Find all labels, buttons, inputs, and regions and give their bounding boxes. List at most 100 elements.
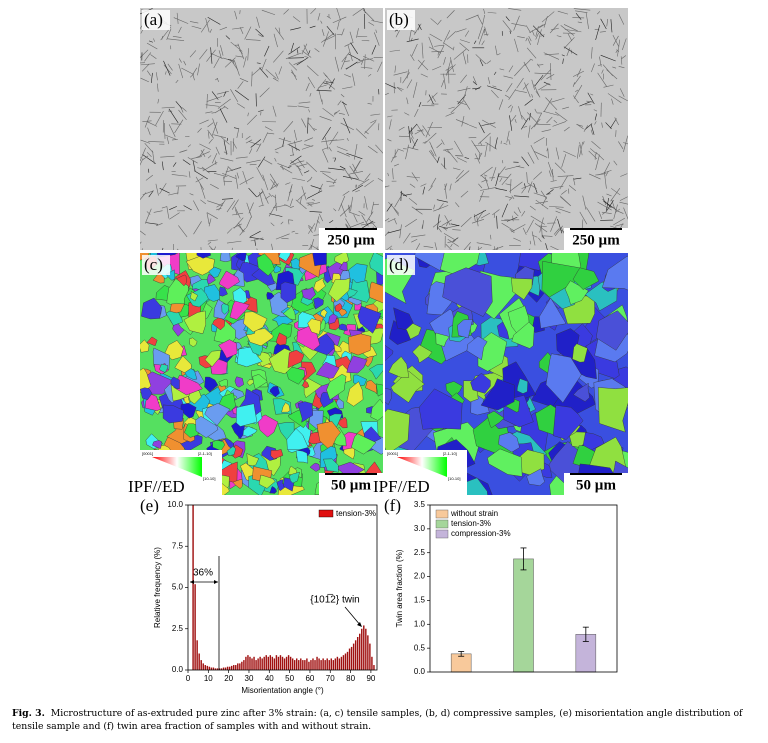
- grain-boundary: [552, 121, 567, 127]
- grain-boundary: [280, 221, 284, 225]
- grain-boundary: [226, 228, 233, 234]
- grain-boundary: [471, 140, 481, 155]
- grain-boundary: [402, 193, 412, 197]
- grain-boundary: [424, 132, 437, 145]
- grain-boundary: [562, 106, 570, 110]
- ipf-triangle: [397, 457, 447, 477]
- grain: [269, 486, 277, 494]
- grain: [470, 372, 491, 394]
- grain-boundary: [537, 29, 542, 46]
- histogram-bar: [283, 658, 286, 670]
- grain-boundary: [553, 228, 560, 235]
- grain-boundary: [511, 195, 515, 200]
- histogram-bar: [348, 648, 351, 670]
- grain-boundary: [244, 26, 252, 40]
- histogram-bar: [277, 656, 280, 670]
- grain-boundary: [367, 103, 372, 105]
- grain-boundary: [291, 230, 295, 233]
- grain: [226, 446, 236, 456]
- grain: [195, 415, 219, 439]
- grain-boundary: [340, 56, 347, 70]
- grain: [189, 337, 198, 348]
- grain-boundary: [479, 190, 484, 202]
- grain-boundary: [463, 242, 471, 250]
- grain-boundary: [443, 233, 457, 241]
- histogram-bar: [220, 668, 223, 670]
- grain-boundary: [408, 129, 414, 139]
- grain-boundary: [484, 176, 490, 190]
- grain-boundary: [357, 60, 363, 64]
- y-tick-label: 1.0: [414, 619, 426, 628]
- grain-boundary: [394, 218, 397, 225]
- grain-boundary: [433, 204, 435, 210]
- grain-boundary: [521, 210, 526, 217]
- grain-boundary: [541, 197, 547, 206]
- grain-boundary: [259, 192, 263, 205]
- grain-boundary: [224, 57, 236, 68]
- grain-boundary: [509, 30, 512, 34]
- x-tick-label: 70: [326, 674, 335, 683]
- grain-boundary: [437, 226, 442, 233]
- grain-boundary: [308, 223, 316, 234]
- grain-boundary: [477, 25, 483, 40]
- scale-bar-bg: [564, 473, 628, 495]
- grain: [418, 388, 463, 430]
- grain-boundary: [178, 26, 182, 34]
- grain-boundary: [530, 215, 545, 225]
- grain-boundary: [307, 122, 316, 132]
- grain-boundary: [603, 200, 617, 211]
- grain-boundary: [537, 63, 540, 68]
- grain-boundary: [340, 203, 347, 218]
- legend-label: tension-3%: [451, 519, 491, 528]
- grain-boundary: [212, 153, 218, 164]
- histogram-bar: [302, 660, 304, 670]
- grain-boundary: [187, 157, 198, 164]
- grain-boundary: [560, 227, 564, 234]
- grain-boundary: [168, 192, 179, 196]
- grain-boundary: [364, 121, 377, 134]
- grain-boundary: [169, 212, 180, 220]
- grain-boundary: [481, 40, 485, 46]
- grain-boundary: [543, 52, 560, 60]
- grain-boundary: [274, 157, 277, 162]
- grain-boundary: [211, 112, 215, 114]
- grain-boundary: [321, 147, 329, 151]
- grain-boundary: [364, 196, 368, 210]
- grain-boundary: [205, 17, 210, 33]
- grain-boundary: [192, 160, 196, 172]
- grain-boundary: [618, 14, 625, 25]
- grain-boundary: [514, 119, 517, 123]
- grain-boundary: [502, 20, 512, 32]
- grain: [235, 403, 258, 427]
- grain-boundary: [179, 149, 188, 153]
- grain-boundary: [590, 93, 594, 96]
- grain-boundary: [495, 173, 500, 187]
- micrograph: [385, 8, 628, 250]
- grain-boundary: [299, 196, 302, 205]
- grain-boundary: [428, 36, 434, 49]
- grain-boundary: [606, 193, 612, 197]
- grain-boundary: [272, 77, 279, 82]
- grain-boundary: [573, 95, 579, 104]
- grain-boundary: [445, 112, 455, 117]
- histogram-bar: [322, 658, 324, 670]
- grain: [572, 343, 588, 363]
- grain-boundary: [325, 81, 336, 90]
- grain-boundary: [575, 89, 579, 93]
- micrograph: [140, 253, 383, 495]
- grain: [338, 308, 348, 317]
- grain: [573, 382, 590, 402]
- grain-boundary: [529, 58, 534, 61]
- grain-boundary: [364, 173, 371, 181]
- histogram-bar: [257, 658, 259, 670]
- grain-boundary: [336, 8, 341, 21]
- grain: [487, 448, 523, 477]
- grain-boundary: [440, 163, 447, 170]
- grain-boundary: [404, 112, 410, 116]
- grain-boundary: [274, 145, 285, 151]
- grain-boundary: [174, 119, 184, 134]
- grain-boundary: [278, 66, 283, 75]
- grain-boundary: [201, 166, 210, 174]
- grain: [312, 253, 327, 267]
- grain-boundary: [474, 86, 482, 91]
